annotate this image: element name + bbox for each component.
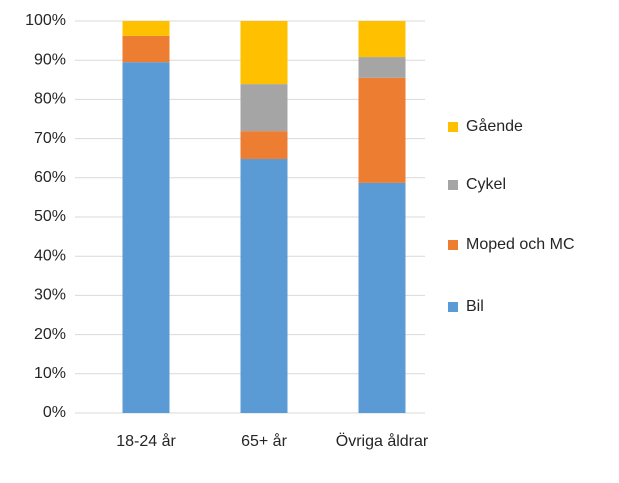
bar-segment	[240, 158, 288, 413]
legend-swatch	[448, 302, 458, 312]
bar-segment	[122, 35, 170, 63]
bar-segment	[240, 21, 288, 85]
y-tick-label: 100%	[25, 12, 66, 29]
y-tick-label: 20%	[34, 326, 66, 343]
legend-swatch	[448, 122, 458, 132]
bar-segment	[358, 21, 406, 58]
y-tick-label: 40%	[34, 247, 66, 264]
y-tick-label: 0%	[43, 404, 66, 421]
bar-segment	[240, 131, 288, 159]
legend-swatch	[448, 240, 458, 250]
legend-label: Bil	[466, 298, 484, 315]
y-tick-label: 30%	[34, 287, 66, 304]
legend-label: Cykel	[466, 176, 506, 193]
legend-label: Moped och MC	[466, 236, 575, 253]
legend-label: Gående	[466, 117, 523, 135]
y-tick-label: 80%	[34, 91, 66, 108]
x-tick-label: 18-24 år	[116, 433, 176, 450]
y-tick-label: 10%	[34, 365, 66, 382]
bar-segment	[240, 84, 288, 132]
y-tick-label: 60%	[34, 169, 66, 186]
bar-segment	[122, 21, 170, 36]
bar-segment	[358, 57, 406, 78]
y-tick-label: 90%	[34, 51, 66, 68]
x-tick-label: Övriga åldrar	[335, 433, 429, 450]
y-tick-label: 50%	[34, 208, 66, 225]
bar-segment	[122, 62, 170, 413]
y-tick-label: 70%	[34, 130, 66, 147]
legend-swatch	[448, 180, 458, 190]
bar-segment	[358, 182, 406, 413]
x-tick-label: 65+ år	[241, 433, 287, 450]
bar-segment	[358, 77, 406, 183]
